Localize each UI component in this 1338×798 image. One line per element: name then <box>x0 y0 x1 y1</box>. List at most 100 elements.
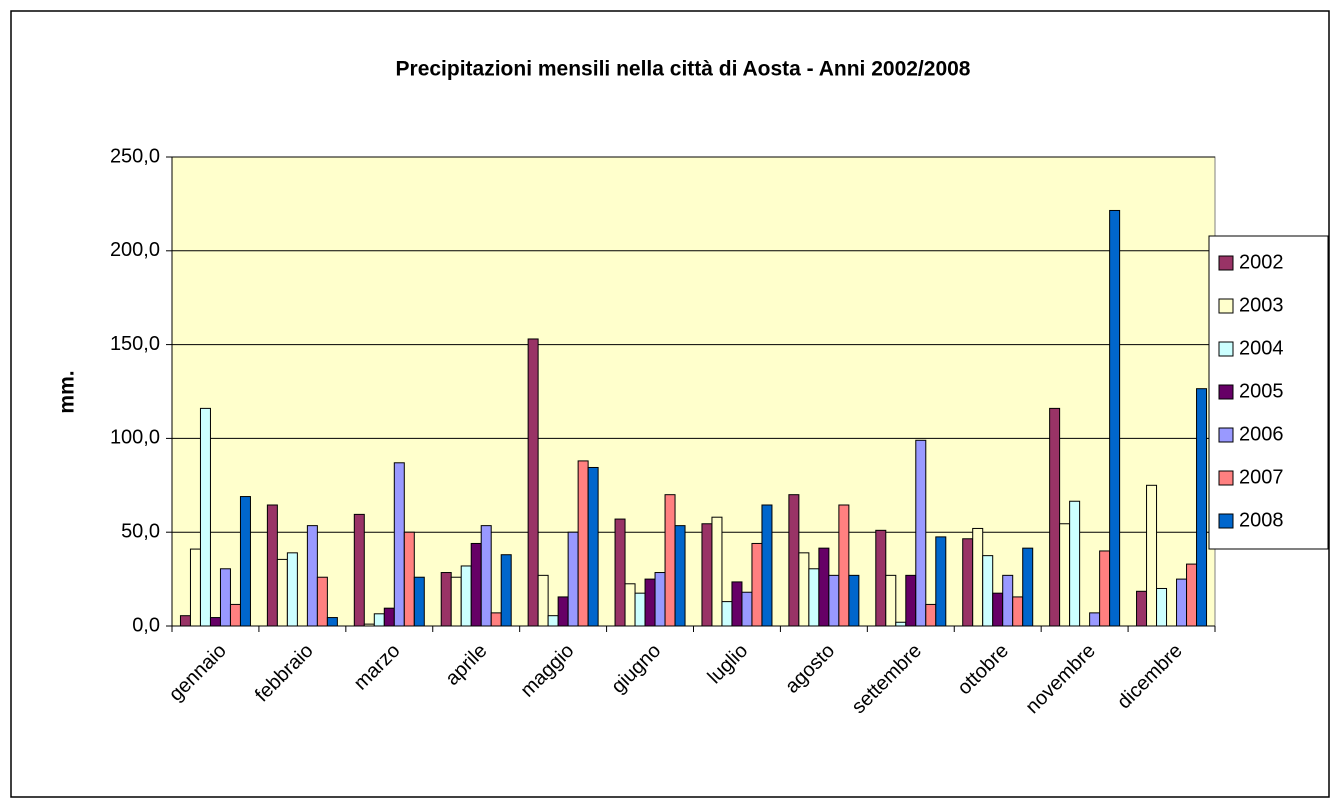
bar <box>557 596 569 627</box>
bar <box>1049 407 1061 627</box>
legend-swatch <box>1218 255 1234 271</box>
legend-label: 2007 <box>1239 466 1284 488</box>
legend-label: 2003 <box>1239 294 1284 316</box>
bar <box>798 552 810 627</box>
bar <box>209 617 221 627</box>
bar <box>1089 612 1101 627</box>
bar <box>413 576 425 627</box>
bar <box>935 536 947 627</box>
y-tick-label: 250,0 <box>110 145 160 167</box>
y-tick-label: 150,0 <box>110 333 160 355</box>
legend-label: 2002 <box>1239 251 1284 273</box>
bar <box>547 615 559 627</box>
y-tick-label: 50,0 <box>121 520 160 542</box>
legend-label: 2006 <box>1239 423 1284 445</box>
bar <box>982 555 994 627</box>
bar <box>1099 550 1111 627</box>
bar <box>1012 596 1024 627</box>
bar <box>306 525 318 627</box>
bar <box>634 592 646 627</box>
bar <box>972 527 984 627</box>
bar <box>326 617 338 627</box>
bar <box>1059 523 1071 627</box>
bar <box>316 576 328 627</box>
bar <box>219 568 231 627</box>
y-tick-label: 200,0 <box>110 239 160 261</box>
plot-area <box>171 156 1216 627</box>
bar <box>788 494 800 627</box>
legend-swatch <box>1218 427 1234 443</box>
bar <box>276 558 288 627</box>
legend-label: 2008 <box>1239 509 1284 531</box>
y-tick-label: 100,0 <box>110 427 160 449</box>
bar <box>1196 388 1208 627</box>
bar <box>537 574 549 627</box>
bar <box>179 615 191 627</box>
bar <box>1146 484 1158 627</box>
bar <box>701 523 713 627</box>
bar <box>915 439 927 627</box>
legend-swatch <box>1218 470 1234 486</box>
bar <box>460 565 472 627</box>
bar <box>500 554 512 627</box>
legend-swatch <box>1218 341 1234 357</box>
bar <box>644 578 656 627</box>
bar <box>353 513 365 627</box>
bar <box>199 407 211 627</box>
bar <box>567 531 579 627</box>
bar <box>480 525 492 627</box>
y-tick-label: 0,0 <box>132 614 160 636</box>
bar <box>1176 578 1188 627</box>
bar <box>450 576 462 627</box>
chart-title: Precipitazioni mensili nella città di Ao… <box>396 58 971 81</box>
bar <box>189 548 201 627</box>
bar <box>239 496 251 627</box>
bar <box>674 525 686 627</box>
bar <box>614 518 626 627</box>
bar <box>1109 209 1121 627</box>
bar <box>587 466 599 627</box>
bar <box>731 581 743 627</box>
bar <box>1069 500 1081 627</box>
bar <box>393 462 405 627</box>
bar <box>490 612 502 627</box>
bar <box>403 531 415 627</box>
bar <box>624 583 636 627</box>
bar <box>654 572 666 627</box>
bar <box>962 538 974 627</box>
bar <box>286 552 298 627</box>
bar <box>885 574 897 627</box>
bar <box>373 613 385 627</box>
bar <box>1156 587 1168 627</box>
legend-label: 2005 <box>1239 380 1284 402</box>
legend-swatch <box>1218 298 1234 314</box>
legend-swatch <box>1218 384 1234 400</box>
legend-label: 2004 <box>1239 337 1284 359</box>
bar <box>711 516 723 627</box>
bar <box>1186 563 1198 627</box>
bar <box>751 542 763 627</box>
bar <box>741 591 753 627</box>
bar <box>440 572 452 627</box>
bar <box>818 547 830 627</box>
legend-swatch <box>1218 513 1234 529</box>
bar <box>527 338 539 627</box>
bar <box>1136 590 1148 627</box>
bar <box>925 603 937 627</box>
bar <box>808 568 820 627</box>
bar <box>266 504 278 627</box>
bar <box>577 460 589 627</box>
bar <box>828 574 840 627</box>
bar <box>664 494 676 627</box>
bar <box>1022 547 1034 627</box>
bar <box>229 603 241 627</box>
bar <box>838 504 850 627</box>
bar <box>470 542 482 627</box>
bar <box>383 607 395 627</box>
bar <box>761 504 773 627</box>
bar <box>1002 574 1014 627</box>
bar <box>848 574 860 627</box>
bar <box>363 623 375 627</box>
bar <box>895 621 907 627</box>
